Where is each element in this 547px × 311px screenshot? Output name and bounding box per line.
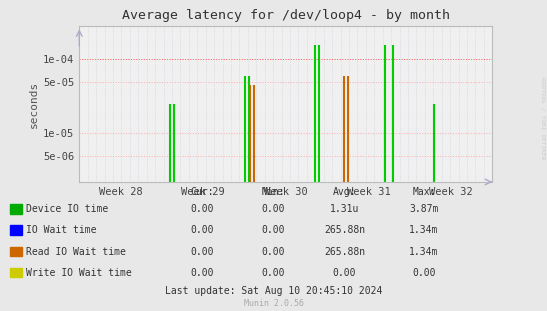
Title: Average latency for /dev/loop4 - by month: Average latency for /dev/loop4 - by mont…: [122, 10, 450, 22]
Text: 0.00: 0.00: [191, 225, 214, 235]
Text: 0.00: 0.00: [191, 247, 214, 257]
Text: 0.00: 0.00: [262, 204, 285, 214]
Text: 0.00: 0.00: [412, 268, 435, 278]
Text: 1.34m: 1.34m: [409, 247, 439, 257]
Text: 1.34m: 1.34m: [409, 225, 439, 235]
Text: 0.00: 0.00: [333, 268, 356, 278]
Text: 265.88n: 265.88n: [324, 247, 365, 257]
Text: 0.00: 0.00: [262, 247, 285, 257]
Text: Device IO time: Device IO time: [26, 204, 108, 214]
Y-axis label: seconds: seconds: [29, 81, 39, 128]
Text: Max:: Max:: [412, 188, 435, 197]
Text: 0.00: 0.00: [262, 225, 285, 235]
Text: 3.87m: 3.87m: [409, 204, 439, 214]
Text: 0.00: 0.00: [262, 268, 285, 278]
Text: 1.31u: 1.31u: [330, 204, 359, 214]
Text: IO Wait time: IO Wait time: [26, 225, 97, 235]
Text: Avg:: Avg:: [333, 188, 356, 197]
Text: Munin 2.0.56: Munin 2.0.56: [243, 299, 304, 308]
Text: Read IO Wait time: Read IO Wait time: [26, 247, 126, 257]
Text: Write IO Wait time: Write IO Wait time: [26, 268, 132, 278]
Text: RRDTOOL / TOBI OETIKER: RRDTOOL / TOBI OETIKER: [541, 77, 546, 160]
Text: Last update: Sat Aug 10 20:45:10 2024: Last update: Sat Aug 10 20:45:10 2024: [165, 286, 382, 296]
Text: 265.88n: 265.88n: [324, 225, 365, 235]
Text: 0.00: 0.00: [191, 204, 214, 214]
Text: 0.00: 0.00: [191, 268, 214, 278]
Text: Cur:: Cur:: [191, 188, 214, 197]
Text: Min:: Min:: [262, 188, 285, 197]
